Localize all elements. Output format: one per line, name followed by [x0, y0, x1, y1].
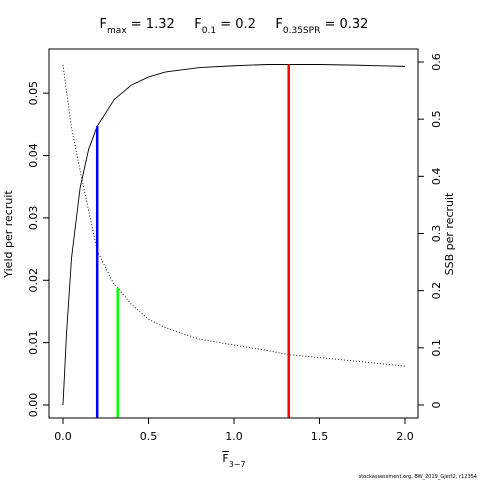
series-layer — [62, 64, 406, 406]
y-axis-right: 0 0.1 0.2 0.3 0.4 0.5 0.6 — [417, 53, 443, 409]
title-term-2: F — [256, 17, 283, 32]
title-sub-2: 0.35SPR — [283, 26, 320, 36]
y-right-tick-label: 0.4 — [430, 168, 443, 186]
y-left-tick-label: 0.04 — [27, 143, 40, 168]
y-right-tick-label: 0.1 — [430, 339, 443, 357]
y-left-tick-label: 0.01 — [27, 330, 40, 355]
y-axis-right-title: SSB per recruit — [443, 192, 456, 275]
x-title-sub: 3−7 — [229, 460, 246, 469]
title-value-2: = 0.32 — [320, 17, 368, 32]
y-right-tick-label: 0.2 — [430, 282, 443, 300]
title-term-0: F — [100, 17, 107, 32]
yield-per-recruit-curve — [62, 64, 406, 406]
y-left-tick-label: 0.00 — [27, 393, 40, 418]
reference-lines — [95, 64, 290, 418]
x-tick-label: 1.5 — [311, 430, 329, 443]
x-tick-label: 0.5 — [140, 430, 158, 443]
y-left-tick-label: 0.03 — [27, 206, 40, 231]
y-right-tick-label: 0 — [430, 402, 443, 409]
y-left-tick-label: 0.02 — [27, 268, 40, 293]
title-sub-0: max — [107, 26, 127, 36]
x-tick-label: 0.0 — [54, 430, 72, 443]
title-sub-1: 0.1 — [202, 26, 216, 36]
x-title-base: F — [222, 452, 228, 465]
title-term-1: F — [175, 17, 202, 32]
x-axis: 0.0 0.5 1.0 1.5 2.0 — [54, 417, 414, 443]
chart-title: Fmax = 1.32 F0.1 = 0.2 F0.35SPR = 0.32 — [100, 17, 369, 36]
y-axis-left-title: Yield per recruit — [2, 190, 15, 279]
x-axis-title: F3−7 — [222, 452, 245, 469]
y-axis-left: 0.00 0.01 0.02 0.03 0.04 0.05 — [27, 81, 50, 418]
y-right-tick-label: 0.3 — [430, 225, 443, 243]
footer-credit: stockassessment.org, BW_2019_Gjert2, r12… — [359, 474, 477, 480]
y-right-tick-label: 0.6 — [430, 53, 443, 71]
x-tick-label: 2.0 — [396, 430, 414, 443]
y-left-tick-label: 0.05 — [27, 81, 40, 106]
x-tick-label: 1.0 — [225, 430, 243, 443]
title-value-0: = 1.32 — [127, 17, 175, 32]
ssb-per-recruit-curve — [62, 64, 406, 367]
title-value-1: = 0.2 — [216, 17, 256, 32]
y-right-tick-label: 0.5 — [430, 110, 443, 128]
